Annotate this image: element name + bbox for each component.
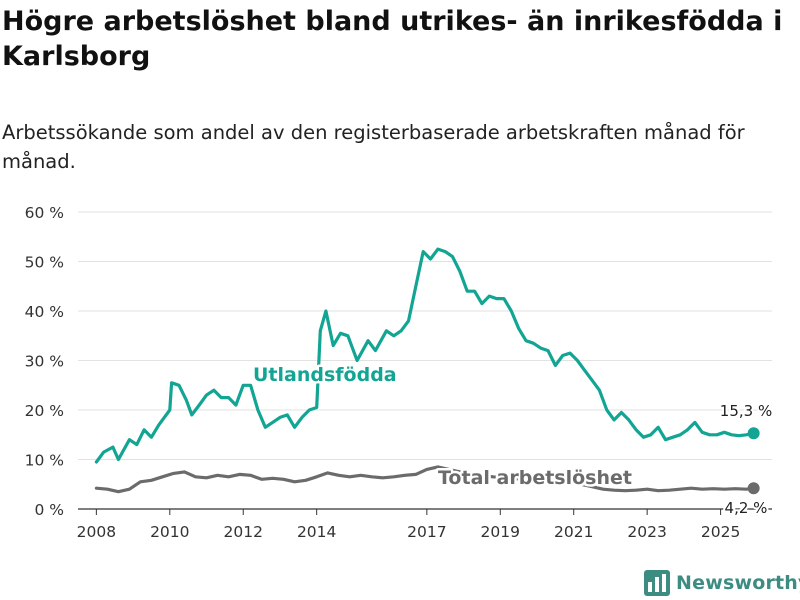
x-tick-label: 2023 [627,523,666,541]
utlandsfodda-line [94,247,756,464]
x-tick-label: 2010 [150,523,189,541]
x-tick-label: 2012 [224,523,263,541]
total-arbetsloshet-end-point [747,482,760,495]
x-tick-label: 2025 [701,523,740,541]
bar-chart-logo-icon [644,570,670,596]
x-tick-label: 2021 [554,523,593,541]
utlandsfodda-end-label: 15,3 % [720,402,772,420]
total-arbetsloshet-series-label: Total arbetslöshet [438,467,632,489]
chart-title: Högre arbetslöshet bland utrikes- än inr… [2,6,783,72]
utlandsfodda-series-label: Utlandsfödda [253,364,397,386]
x-tick-label: 2014 [297,523,336,541]
chart-subtitle: Arbetssökande som andel av den registerb… [2,121,745,173]
y-tick-label: 50 % [25,254,64,272]
y-tick-label: 10 % [25,452,64,470]
x-tick-label: 2019 [481,523,520,541]
x-tick-label: 2008 [77,523,116,541]
brand-name: Newsworthy [676,572,800,594]
x-tick-label: 2017 [407,523,446,541]
y-tick-label: 20 % [25,402,64,420]
brand-logo: Newsworthy [644,568,800,598]
y-tick-label: 30 % [25,353,64,371]
total-arbetsloshet-line [94,465,756,494]
utlandsfodda-end-point [747,427,760,440]
total-arbetsloshet-end-label: 4,2 % [725,499,768,517]
y-tick-label: 0 % [34,501,64,519]
y-tick-label: 60 % [25,204,64,222]
y-tick-label: 40 % [25,303,64,321]
